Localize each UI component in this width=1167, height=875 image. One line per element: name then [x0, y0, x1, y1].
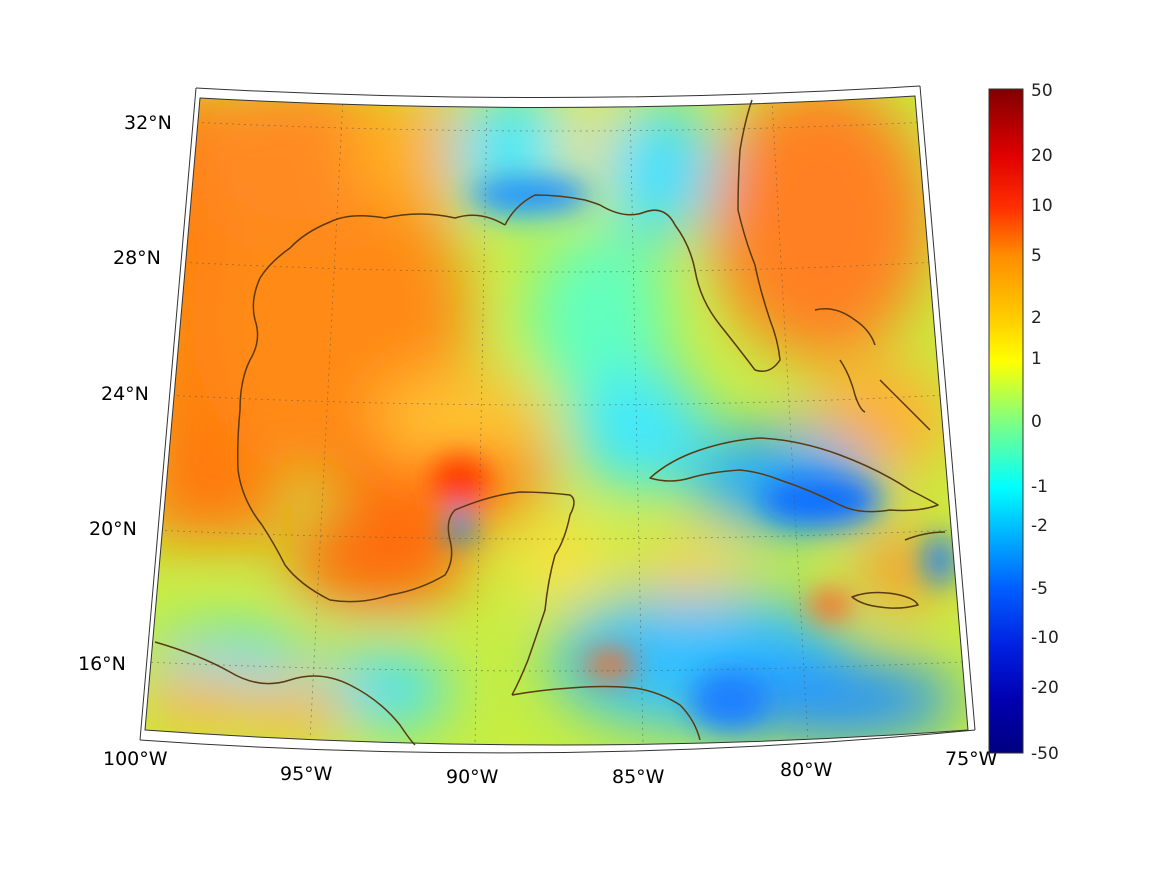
map-frame	[139, 85, 976, 754]
coastlines	[154, 99, 946, 746]
lon-label: 90°W	[446, 766, 499, 788]
longitude-labels: 100°W 95°W 90°W 85°W 80°W 75°W	[103, 748, 998, 788]
colorbar-tick: 10	[1031, 196, 1053, 216]
lon-label: 80°W	[780, 759, 833, 781]
lat-label: 16°N	[78, 653, 126, 675]
lon-label: 100°W	[103, 748, 168, 770]
colorbar: 50 20 10 5 2 1 0 -1 -2 -5 -10 -20 -50	[988, 81, 1059, 764]
colorbar-tick: 1	[1031, 349, 1042, 369]
lat-label: 20°N	[89, 518, 137, 540]
colorbar-gradient	[988, 88, 1024, 754]
colorbar-tick: 0	[1031, 412, 1042, 432]
colorbar-tick: -5	[1031, 579, 1048, 599]
lon-label: 95°W	[280, 763, 333, 785]
colorbar-tick: -50	[1031, 744, 1059, 764]
colorbar-tick: -1	[1031, 477, 1048, 497]
lat-label: 28°N	[113, 247, 161, 269]
colorbar-tick: -20	[1031, 678, 1059, 698]
lat-label: 24°N	[101, 383, 149, 405]
colorbar-tick: 5	[1031, 246, 1042, 266]
latitude-labels: 32°N 28°N 24°N 20°N 16°N	[78, 112, 172, 675]
graticule	[145, 97, 964, 745]
colorbar-tick: 20	[1031, 146, 1053, 166]
colorbar-tick: -10	[1031, 628, 1059, 648]
lat-label: 32°N	[124, 112, 172, 134]
lon-label: 75°W	[945, 748, 998, 770]
colorbar-tick: -2	[1031, 516, 1048, 536]
lon-label: 85°W	[612, 766, 665, 788]
colorbar-tick: 50	[1031, 81, 1053, 101]
colorbar-tick: 2	[1031, 308, 1042, 328]
heatmap-field	[145, 96, 968, 745]
